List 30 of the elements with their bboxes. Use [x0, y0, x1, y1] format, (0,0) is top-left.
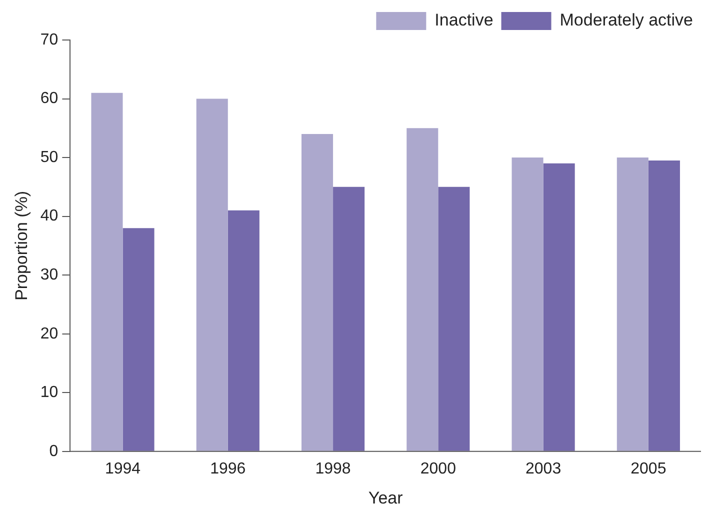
y-tick-label: 60 [40, 90, 58, 108]
y-tick-label: 70 [40, 31, 58, 48]
bar [406, 128, 438, 451]
y-tick-label: 20 [40, 325, 58, 342]
y-tick-label: 40 [40, 208, 58, 225]
y-tick-label: 30 [40, 266, 58, 284]
x-axis-title: Year [368, 488, 404, 508]
bar [543, 163, 575, 451]
x-tick-label: 1994 [104, 460, 141, 478]
legend-label: Moderately active [560, 10, 694, 30]
bar [91, 92, 123, 451]
bar [228, 210, 260, 451]
bar [648, 160, 680, 451]
y-tick-label: 0 [49, 442, 58, 460]
legend-label: Inactive [434, 10, 494, 30]
bar [122, 228, 154, 451]
x-tick-label: 1998 [315, 460, 351, 478]
bar [616, 158, 648, 451]
bar [512, 158, 544, 451]
bar [438, 186, 470, 451]
x-tick-label: 2003 [526, 460, 562, 478]
y-axis-title: Proportion (%) [12, 190, 31, 301]
bar [196, 98, 228, 451]
y-tick-label: 50 [40, 148, 58, 166]
x-tick-label: 2000 [420, 460, 456, 478]
bar [333, 186, 365, 451]
x-tick-label: 2005 [630, 460, 666, 478]
bar [301, 134, 334, 451]
y-tick-label: 10 [40, 384, 58, 402]
x-tick-label: 1996 [210, 460, 246, 478]
